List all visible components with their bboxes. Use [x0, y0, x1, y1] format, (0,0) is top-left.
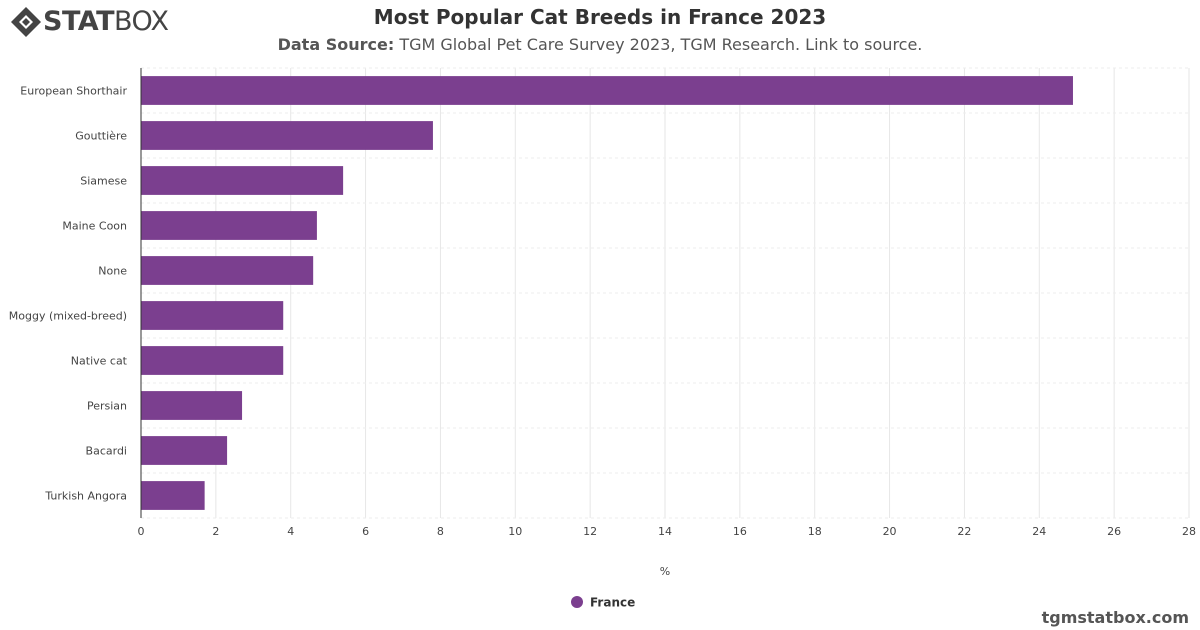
bar[interactable]: [141, 391, 243, 420]
bar[interactable]: [141, 346, 284, 375]
x-tick-label: 22: [957, 525, 971, 538]
source-link[interactable]: TGM Global Pet Care Survey 2023, TGM Res…: [399, 35, 923, 54]
x-tick-label: 24: [1032, 525, 1046, 538]
website-footer[interactable]: tgmstatbox.com: [1041, 608, 1189, 627]
bar[interactable]: [141, 436, 228, 465]
x-tick-label: 10: [508, 525, 522, 538]
x-tick-label: 4: [287, 525, 294, 538]
category-label: Bacardi: [86, 445, 127, 458]
category-label: Moggy (mixed-breed): [9, 310, 127, 323]
x-tick-label: 14: [658, 525, 672, 538]
chart-subtitle: Data Source: TGM Global Pet Care Survey …: [0, 35, 1200, 54]
x-axis-title: %: [660, 565, 670, 578]
x-tick-label: 16: [733, 525, 747, 538]
bar[interactable]: [141, 211, 317, 240]
chart-title: Most Popular Cat Breeds in France 2023: [373, 5, 827, 29]
category-label: Maine Coon: [62, 220, 127, 233]
logo-diamond-icon: [11, 7, 41, 37]
category-label: Turkish Angora: [44, 490, 127, 503]
logo-stat-text: STAT: [43, 6, 114, 37]
legend-label[interactable]: France: [590, 596, 635, 610]
bar[interactable]: [141, 166, 344, 195]
x-tick-label: 12: [583, 525, 597, 538]
bar[interactable]: [141, 121, 433, 150]
bar[interactable]: [141, 301, 284, 330]
x-tick-label: 28: [1182, 525, 1196, 538]
x-tick-label: 2: [212, 525, 219, 538]
source-label: Data Source:: [277, 35, 395, 54]
category-label: Native cat: [71, 355, 128, 368]
x-tick-label: 20: [883, 525, 897, 538]
category-label: None: [98, 265, 127, 278]
category-label: Gouttière: [75, 130, 127, 143]
category-label: European Shorthair: [20, 85, 127, 98]
x-tick-labels: 0 2 4 6 8 10 12 14 16 18 20 22 24 26 28: [138, 525, 1197, 538]
logo-box-text: BOX: [113, 6, 169, 37]
legend-marker[interactable]: [571, 596, 583, 608]
category-label: Persian: [87, 400, 127, 413]
x-tick-label: 18: [808, 525, 822, 538]
x-tick-label: 26: [1107, 525, 1121, 538]
statbox-logo: STATBOX: [10, 6, 169, 38]
x-tick-label: 0: [138, 525, 145, 538]
category-label: Siamese: [80, 175, 127, 188]
legend[interactable]: France: [571, 596, 635, 610]
bar[interactable]: [141, 481, 205, 510]
logo-wordmark: STATBOX: [43, 6, 169, 38]
bars: [141, 76, 1073, 510]
category-labels: European Shorthair Gouttière Siamese Maine …: [9, 85, 128, 503]
x-tick-label: 6: [362, 525, 369, 538]
bar[interactable]: [141, 256, 314, 285]
x-tick-label: 8: [437, 525, 444, 538]
bar[interactable]: [141, 76, 1073, 105]
